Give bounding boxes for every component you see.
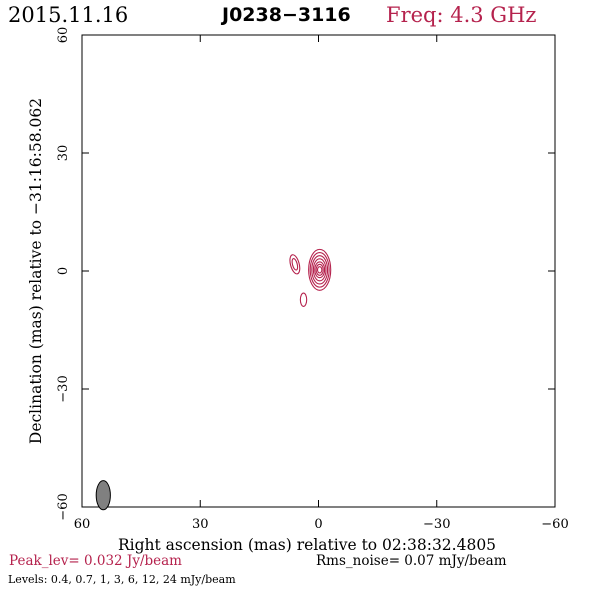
contour-line [309,251,330,288]
x-tick-label: −60 [541,517,568,532]
contour-line [316,266,323,274]
source-name: J0238−3116 [222,4,351,26]
peak-level: Peak_lev= 0.032 Jy/beam [9,553,182,569]
rms-noise: Rms_noise= 0.07 mJy/beam [316,553,507,569]
axis-ticks [81,34,556,508]
y-tick-label: 0 [56,267,71,275]
x-tick-label: 60 [74,517,91,532]
contour-component-jet-2 [299,292,308,307]
contour-levels: Levels: 0.4, 0.7, 1, 3, 6, 12, 24 mJy/be… [8,573,236,586]
tick-labels: 60 30 0 −30 −60 −60 −30 0 30 60 [56,27,569,532]
y-tick-label: 30 [56,145,71,162]
contour-line [311,255,329,285]
contour-line [314,261,326,279]
contour-line [315,263,324,276]
frequency-label: Freq: 4.3 GHz [386,3,537,27]
beam-ellipse [95,480,111,511]
plot-frame [81,34,556,508]
contour-component-jet-1 [289,254,301,275]
observation-date: 2015.11.16 [8,3,129,27]
y-tick-label: −60 [56,493,71,520]
x-tick-label: 30 [192,517,209,532]
contour-line [291,258,299,271]
contour-map [289,248,332,307]
x-tick-label: 0 [314,517,322,532]
y-tick-label: 60 [56,27,71,44]
x-axis-label: Right ascension (mas) relative to 02:38:… [118,536,496,554]
y-tick-label: −30 [56,375,71,402]
contour-component-core [308,248,332,291]
x-tick-label: −30 [423,517,450,532]
contour-line [308,248,332,291]
contour-line [289,254,301,275]
contour-line [299,292,308,307]
y-axis-label: Declination (mas) relative to −31:16:58.… [27,98,45,444]
beam-shape [95,480,111,511]
contour-line [312,258,327,282]
